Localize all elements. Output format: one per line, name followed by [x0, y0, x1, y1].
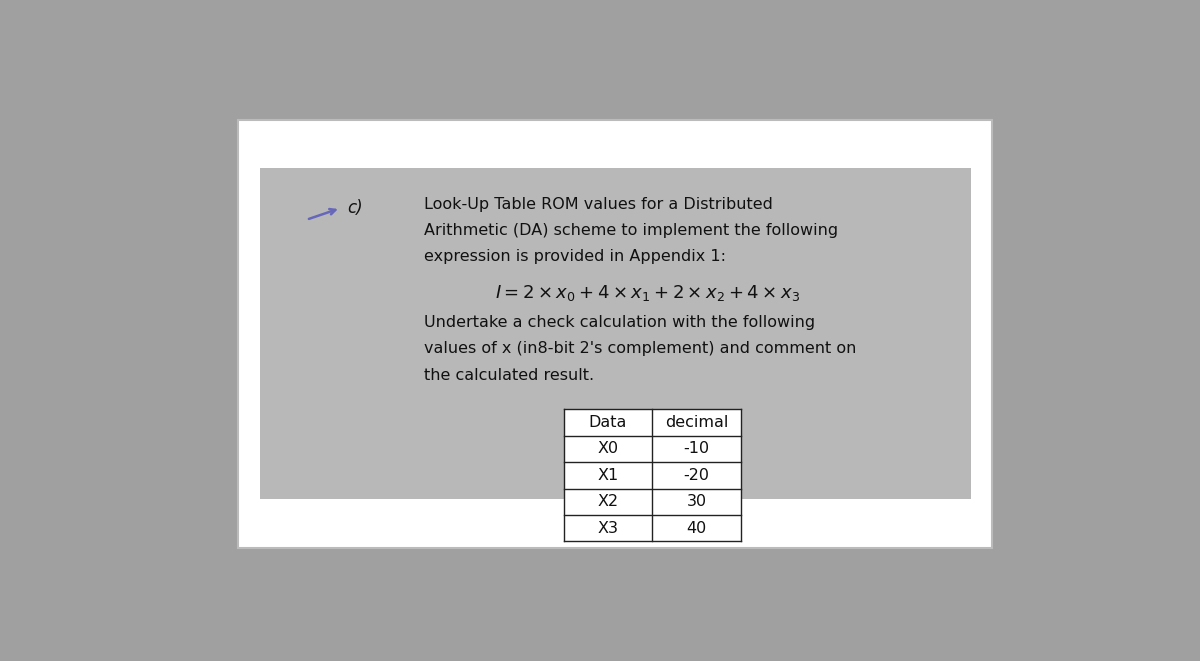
Text: the calculated result.: the calculated result.	[425, 368, 594, 383]
Text: Arithmetic (DA) scheme to implement the following: Arithmetic (DA) scheme to implement the …	[425, 223, 839, 238]
Text: expression is provided in Appendix 1:: expression is provided in Appendix 1:	[425, 249, 726, 264]
Text: values of x (in8-bit 2's complement) and comment on: values of x (in8-bit 2's complement) and…	[425, 341, 857, 356]
Text: 30: 30	[686, 494, 707, 509]
Bar	[239, 120, 991, 547]
Bar	[259, 169, 971, 499]
Text: c): c)	[347, 199, 362, 217]
Bar	[564, 409, 740, 541]
Text: X1: X1	[598, 468, 619, 483]
Text: Undertake a check calculation with the following: Undertake a check calculation with the f…	[425, 315, 816, 330]
Text: X2: X2	[598, 494, 618, 509]
Text: 40: 40	[686, 521, 707, 535]
Text: X0: X0	[598, 442, 618, 456]
Text: decimal: decimal	[665, 415, 728, 430]
Text: -10: -10	[683, 442, 709, 456]
Text: $I = 2\times x_0 + 4\times x_1 + 2\times x_2 + 4\times x_3$: $I = 2\times x_0 + 4\times x_1 + 2\times…	[496, 283, 800, 303]
Text: -20: -20	[683, 468, 709, 483]
Text: Data: Data	[589, 415, 628, 430]
Text: X3: X3	[598, 521, 618, 535]
Text: Look-Up Table ROM values for a Distributed: Look-Up Table ROM values for a Distribut…	[425, 196, 773, 212]
